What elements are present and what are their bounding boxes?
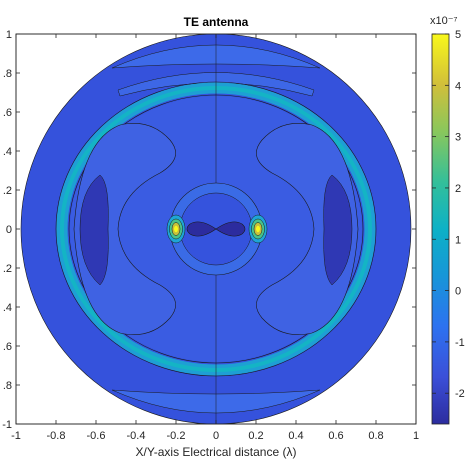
colorbar-ticks: 5 4 3 2 1 0 -1 -2	[432, 29, 465, 400]
left-lobe-core	[79, 174, 109, 286]
colorbar-tick-label: 4	[455, 80, 461, 92]
y-axis-ticks: 1 .8 .6 .4 .2 0 .2 .4 .6 .8 -1	[2, 29, 416, 431]
x-tick-label: 0	[213, 430, 219, 442]
x-tick-label: 1	[413, 430, 419, 442]
colorbar-tick-label: 1	[455, 234, 461, 246]
y-tick-label: .2	[3, 185, 12, 197]
left-feed-peak	[166, 214, 186, 244]
x-tick-label: -0.2	[167, 430, 186, 442]
y-tick-label: -1	[2, 419, 12, 431]
y-tick-label: .4	[3, 302, 12, 314]
x-tick-label: 0.6	[328, 430, 343, 442]
y-tick-label: 0	[6, 224, 12, 236]
colorbar-tick-label: -1	[455, 337, 465, 349]
colorbar-tick-label: 2	[455, 183, 461, 195]
x-axis-label: X/Y-axis Electrical distance (λ)	[136, 445, 297, 459]
x-tick-label: -1	[11, 430, 21, 442]
y-tick-label: .4	[3, 146, 12, 158]
x-tick-label: 0.4	[288, 430, 303, 442]
x-tick-label: -0.4	[127, 430, 146, 442]
colorbar-tick-label: -2	[455, 388, 465, 400]
colorbar-exponent: x10⁻⁷	[430, 15, 458, 27]
field-map	[20, 34, 412, 424]
right-feed-peak	[248, 214, 268, 244]
chart-title: TE antenna	[184, 15, 249, 29]
colorbar-tick-label: 3	[455, 132, 461, 144]
colorbar	[431, 33, 450, 425]
colorbar-tick-label: 5	[455, 29, 461, 41]
x-tick-label: 0.8	[368, 430, 383, 442]
upper-lens-region	[117, 72, 315, 97]
y-tick-label: .6	[3, 107, 12, 119]
x-axis-ticks: -1 -0.8 -0.6 -0.4 -0.2 0 0.2 0.4 0.6 0.8 1	[11, 34, 419, 442]
right-lobe-core	[323, 174, 353, 286]
x-tick-label: 0.2	[248, 430, 263, 442]
y-tick-label: .6	[3, 341, 12, 353]
x-tick-label: -0.8	[47, 430, 66, 442]
colorbar-tick-label: 0	[455, 286, 461, 298]
y-tick-label: .8	[3, 380, 12, 392]
center-dipole	[186, 221, 246, 237]
x-tick-label: -0.6	[87, 430, 106, 442]
y-tick-label: .2	[3, 263, 12, 275]
y-tick-label: 1	[6, 29, 12, 41]
y-tick-label: .8	[3, 68, 12, 80]
